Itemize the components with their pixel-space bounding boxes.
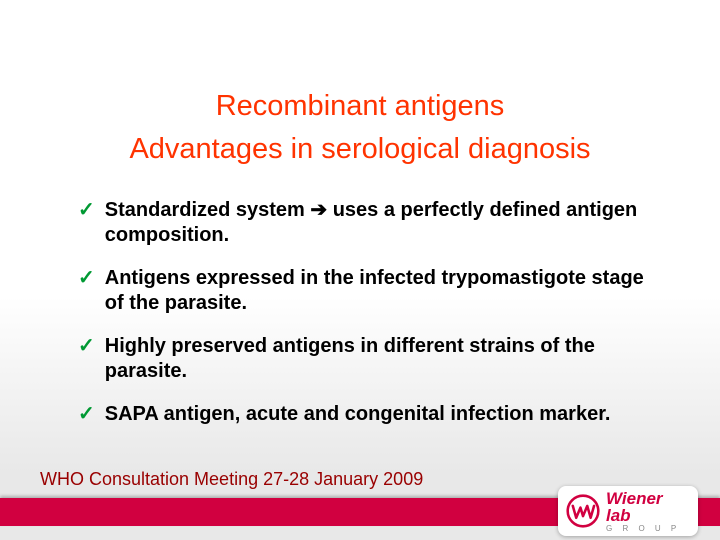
bullet-list: ✓ Standardized system ➔ uses a perfectly…: [0, 198, 720, 427]
wiener-logo-icon: [566, 494, 600, 528]
bullet-text: Antigens expressed in the infected trypo…: [105, 266, 646, 316]
check-icon: ✓: [78, 402, 95, 426]
bullet-item: ✓ Antigens expressed in the infected try…: [78, 266, 646, 316]
arrow-icon: ➔: [310, 199, 327, 221]
check-icon: ✓: [78, 334, 95, 358]
bullet-text: SAPA antigen, acute and congenital infec…: [105, 402, 611, 427]
slide: Recombinant antigens Advantages in serol…: [0, 0, 720, 540]
logo-text-block: Wiener lab G R O U P: [606, 490, 690, 533]
check-icon: ✓: [78, 198, 95, 222]
title-line-2: Advantages in serological diagnosis: [0, 133, 720, 166]
bullet-item: ✓ SAPA antigen, acute and congenital inf…: [78, 402, 646, 427]
logo-badge: Wiener lab G R O U P: [558, 486, 698, 536]
bullet-text: Standardized system ➔ uses a perfectly d…: [105, 198, 646, 248]
bullet-pre: Highly preserved antigens in different s…: [105, 335, 595, 382]
logo-sub-text: G R O U P: [606, 525, 690, 533]
bullet-pre: SAPA antigen, acute and congenital infec…: [105, 403, 611, 425]
bullet-pre: Standardized system: [105, 199, 311, 221]
bullet-pre: Antigens expressed in the infected trypo…: [105, 267, 644, 314]
footer-text: WHO Consultation Meeting 27-28 January 2…: [40, 469, 423, 490]
title-block: Recombinant antigens Advantages in serol…: [0, 90, 720, 166]
check-icon: ✓: [78, 266, 95, 290]
bullet-text: Highly preserved antigens in different s…: [105, 334, 646, 384]
bullet-item: ✓ Standardized system ➔ uses a perfectly…: [78, 198, 646, 248]
bullet-item: ✓ Highly preserved antigens in different…: [78, 334, 646, 384]
logo-main-text: Wiener lab: [606, 490, 690, 524]
title-line-1: Recombinant antigens: [0, 90, 720, 123]
